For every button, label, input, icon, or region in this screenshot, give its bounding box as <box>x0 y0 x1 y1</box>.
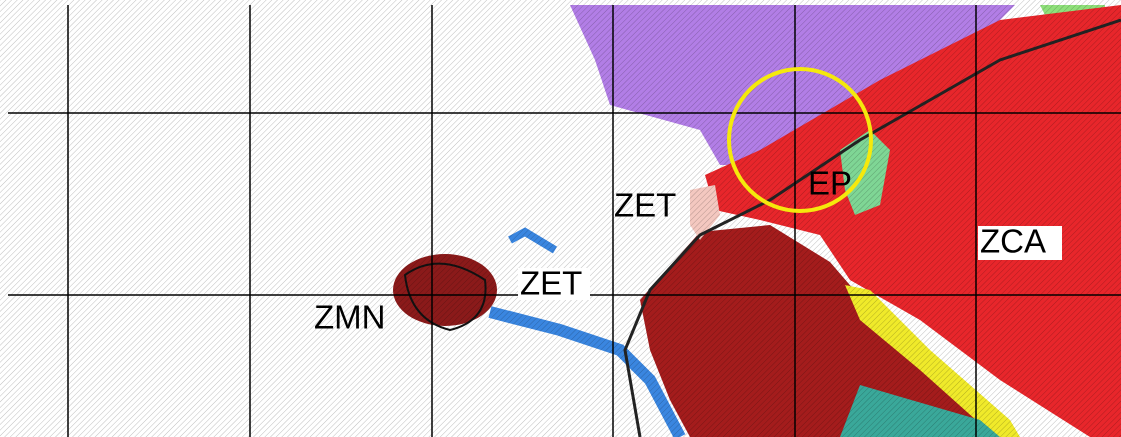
map: ZET ZET ZMN EP ZCA <box>0 0 1121 437</box>
zone-label: ZMN <box>314 299 385 336</box>
zone-label: ZET <box>614 187 676 224</box>
zone-label: ZET <box>520 265 582 302</box>
zone-label: EP <box>808 165 852 202</box>
pier <box>510 232 555 250</box>
zone-label: ZCA <box>980 223 1046 260</box>
zones <box>0 0 1121 437</box>
